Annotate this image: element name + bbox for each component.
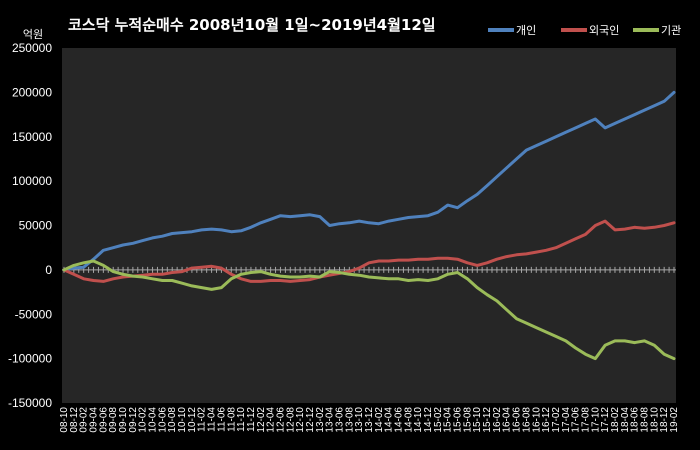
x-tick-label: 13-12	[364, 407, 375, 433]
x-tick-label: 08-12	[69, 407, 80, 433]
x-tick-label: 18-10	[649, 407, 660, 433]
x-tick-label: 15-08	[462, 407, 473, 433]
x-tick-label: 14-08	[403, 407, 414, 433]
chart-title: 코스닥 누적순매수 2008년10월 1일~2019년4월12일	[68, 16, 436, 34]
x-tick-label: 16-08	[521, 407, 532, 433]
x-tick-label: 13-06	[334, 407, 345, 433]
series-line-1	[62, 219, 676, 283]
x-tick-label: 10-08	[167, 407, 178, 433]
x-tick-label: 18-08	[639, 407, 650, 433]
x-tick-label: 16-10	[531, 407, 542, 433]
y-tick-label: 200000	[12, 85, 52, 99]
series-line-0	[62, 90, 676, 272]
x-tick-label: 09-08	[108, 407, 119, 433]
x-tick-label: 13-02	[315, 407, 326, 433]
x-tick-label: 12-12	[305, 407, 316, 433]
x-tick-label: 13-10	[354, 407, 365, 433]
x-tick-label: 12-06	[275, 407, 286, 433]
series-lines	[62, 90, 676, 361]
x-tick-label: 15-04	[443, 407, 454, 433]
y-axis-ticks: 250000 200000 150000 100000 50000 0 -50000 -100…	[8, 41, 52, 410]
legend: 개인 외국인 기관	[488, 24, 681, 37]
x-tick-label: 09-10	[118, 407, 129, 433]
x-tick-label: 14-12	[423, 407, 434, 433]
x-tick-label: 17-08	[580, 407, 591, 433]
x-tick-label: 14-04	[384, 407, 395, 433]
x-tick-label: 11-02	[197, 407, 208, 432]
y-tick-label: -150000	[8, 396, 52, 410]
x-tick-label: 10-02	[138, 407, 149, 433]
x-tick-label: 09-12	[128, 407, 139, 433]
x-tick-label: 18-06	[630, 407, 641, 433]
x-tick-label: 17-04	[561, 407, 572, 433]
plot-area	[62, 48, 676, 403]
y-tick-label: -50000	[15, 307, 53, 321]
x-tick-label: 12-04	[266, 407, 277, 433]
y-tick-label: -100000	[8, 352, 52, 366]
x-tick-label: 17-12	[600, 407, 611, 433]
x-tick-label: 10-10	[177, 407, 188, 433]
legend-label-1: 외국인	[589, 24, 619, 37]
x-tick-label: 11-06	[216, 407, 227, 432]
y-tick-label: 50000	[19, 219, 53, 233]
x-tick-label: 16-12	[541, 407, 552, 433]
x-tick-label: 14-02	[374, 407, 385, 433]
x-tick-label: 14-10	[413, 407, 424, 433]
x-tick-label: 17-02	[551, 407, 562, 433]
y-tick-label: 250000	[12, 41, 52, 55]
x-tick-label: 16-04	[502, 407, 513, 433]
legend-label-0: 개인	[516, 24, 536, 37]
x-tick-label: 12-10	[295, 407, 306, 433]
x-tick-label: 10-06	[157, 407, 168, 433]
x-tick-label: 14-06	[394, 407, 405, 433]
y-tick-label: 100000	[12, 174, 52, 188]
x-tick-label: 13-04	[325, 407, 336, 433]
x-tick-label: 16-06	[512, 407, 523, 433]
x-tick-label: 11-12	[246, 407, 257, 432]
series-line-2	[62, 259, 676, 361]
x-tick-label: 17-06	[571, 407, 582, 433]
x-tick-label: 16-02	[492, 407, 503, 433]
x-tick-label: 15-10	[472, 407, 483, 433]
x-tick-label: 11-04	[207, 407, 218, 432]
x-axis: 08-1008-1209-0209-0409-0609-0809-1009-12…	[59, 266, 680, 433]
x-tick-label: 17-10	[590, 407, 601, 433]
x-tick-label: 15-02	[433, 407, 444, 433]
x-tick-label: 09-06	[98, 407, 109, 433]
x-tick-label: 08-10	[59, 407, 70, 433]
y-tick-label: 150000	[12, 130, 52, 144]
x-tick-label: 12-08	[285, 407, 296, 433]
x-tick-label: 12-02	[256, 407, 267, 433]
x-tick-label: 19-02	[669, 407, 680, 433]
x-tick-label: 10-12	[187, 407, 198, 433]
x-tick-label: 15-06	[453, 407, 464, 433]
x-tick-label: 09-04	[89, 407, 100, 433]
x-tick-label: 11-08	[226, 407, 237, 432]
x-tick-label: 18-02	[610, 407, 621, 433]
y-tick-label: 0	[45, 263, 52, 277]
legend-label-2: 기관	[661, 24, 681, 37]
x-tick-label: 11-10	[236, 407, 247, 432]
x-tick-label: 10-04	[148, 407, 159, 433]
x-tick-label: 18-04	[620, 407, 631, 433]
x-tick-label: 15-12	[482, 407, 493, 433]
x-tick-label: 13-08	[344, 407, 355, 433]
x-tick-label: 09-02	[79, 407, 90, 433]
x-tick-label: 18-12	[659, 407, 670, 433]
y-axis-unit: 억원	[23, 28, 43, 41]
